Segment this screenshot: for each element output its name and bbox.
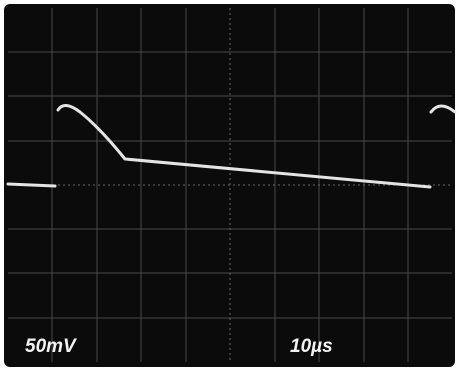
volts-per-div: 50mV: [25, 336, 77, 357]
time-per-div: 10µs: [290, 336, 333, 357]
graticule: [8, 8, 452, 362]
trace: [6, 104, 457, 189]
